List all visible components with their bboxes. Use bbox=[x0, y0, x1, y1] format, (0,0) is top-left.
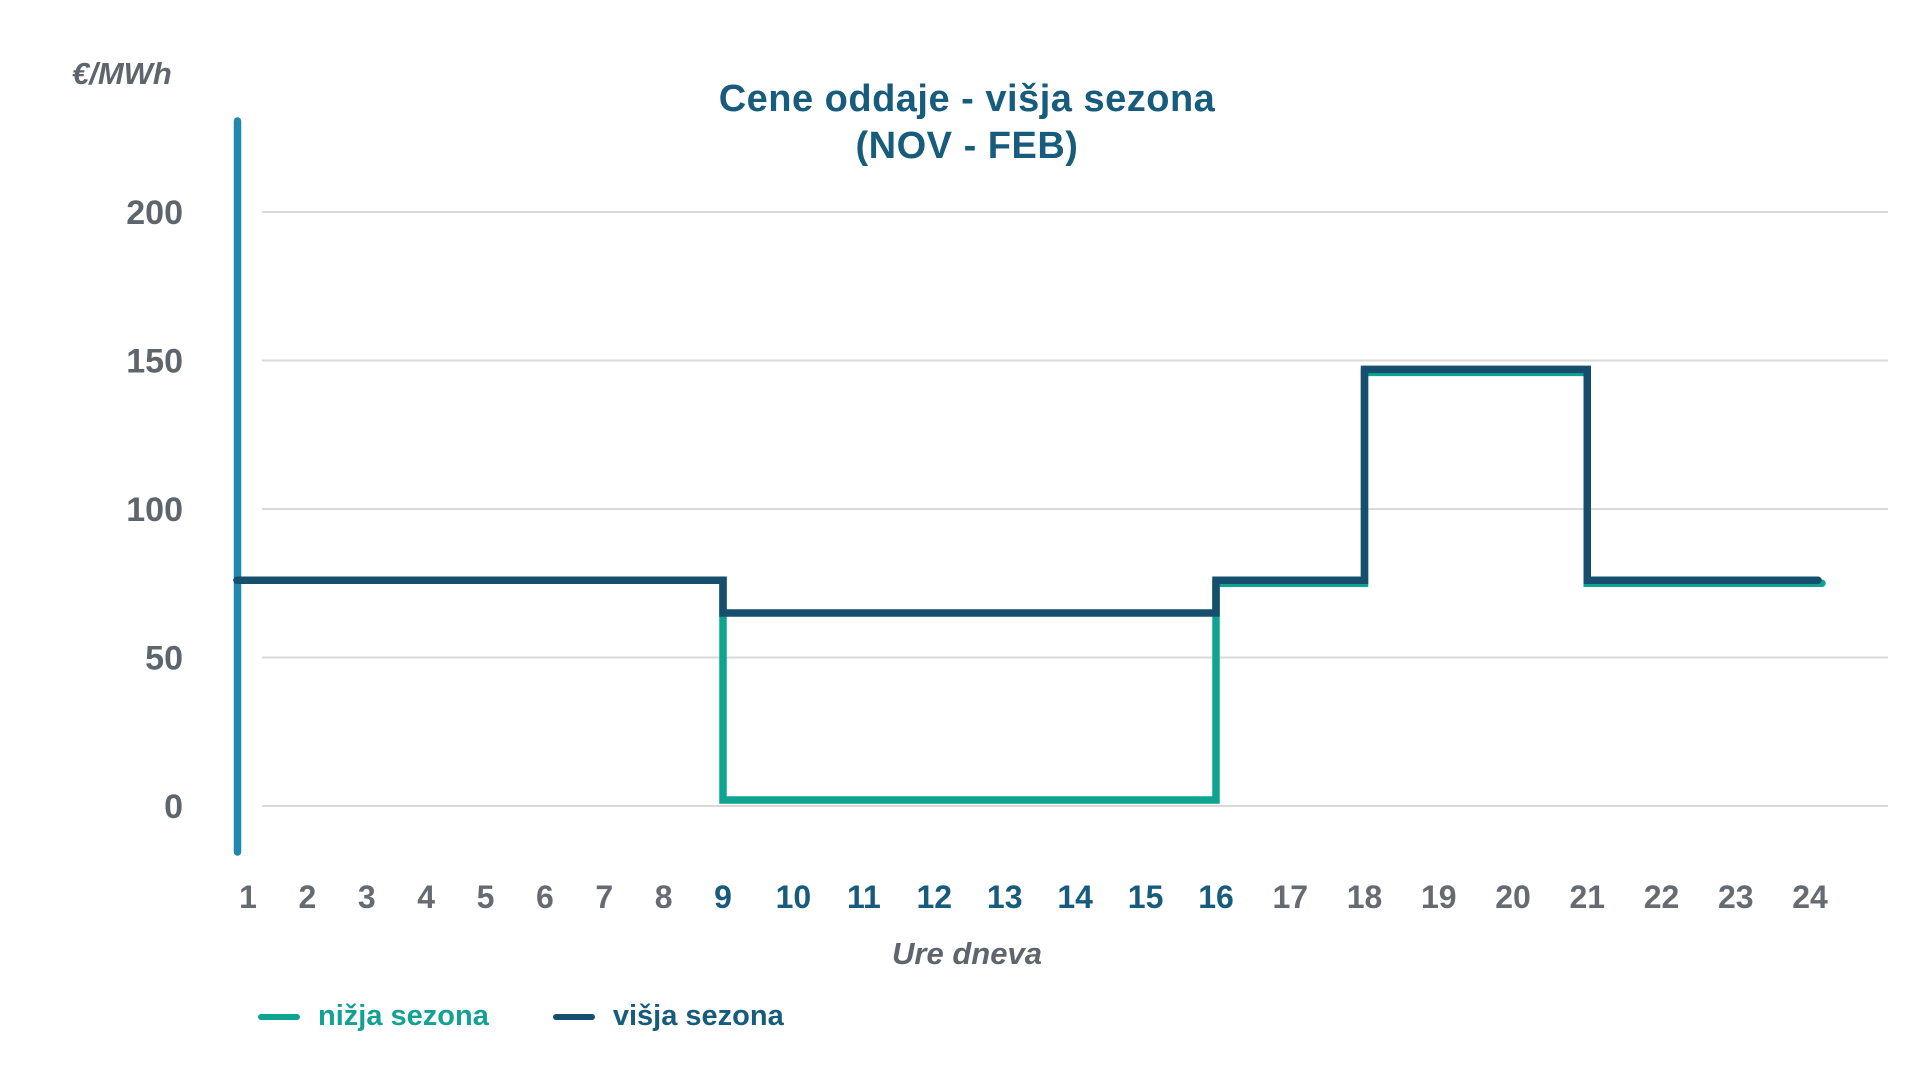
x-tick-label: 1 bbox=[239, 879, 257, 915]
legend-label: višja sezona bbox=[612, 1000, 784, 1032]
chart-title: Cene oddaje - višja sezona (NOV - FEB) bbox=[237, 76, 1697, 170]
x-tick-label: 15 bbox=[1128, 879, 1164, 915]
x-tick-label: 11 bbox=[847, 879, 881, 915]
nizja-sezona-line-swatch-icon bbox=[258, 1013, 300, 1020]
x-tick-label: 16 bbox=[1198, 879, 1234, 915]
x-axis-title: Ure dneva bbox=[892, 936, 1042, 971]
x-tick-label: 18 bbox=[1347, 879, 1383, 915]
x-tick-label: 2 bbox=[298, 879, 316, 915]
x-tick-label: 20 bbox=[1495, 879, 1531, 915]
visja-sezona-line-swatch-icon bbox=[552, 1013, 595, 1020]
x-axis-tick-labels: 1 2 3 4 5 6 7 8 9 10 11 12 13 14 15 16 17 18 19 20 21 22 23 24 bbox=[239, 879, 1828, 915]
x-tick-label: 9 bbox=[714, 879, 732, 915]
x-tick-label: 13 bbox=[987, 879, 1023, 915]
y-tick-label: 0 bbox=[164, 788, 183, 826]
y-tick-label: 100 bbox=[126, 491, 183, 529]
x-tick-label: 24 bbox=[1792, 879, 1828, 915]
legend: nižja sezona višja sezona bbox=[258, 1000, 784, 1033]
y-tick-label: 150 bbox=[126, 343, 183, 381]
x-tick-label: 21 bbox=[1569, 879, 1605, 915]
x-tick-label: 6 bbox=[536, 879, 554, 915]
x-tick-label: 19 bbox=[1421, 879, 1457, 915]
y-tick-label: 200 bbox=[126, 194, 183, 232]
x-tick-label: 23 bbox=[1718, 879, 1754, 915]
gridlines bbox=[262, 211, 1888, 807]
x-tick-label: 5 bbox=[477, 879, 495, 915]
legend-item-nizja-sezona: nižja sezona bbox=[258, 1000, 489, 1033]
x-tick-label: 12 bbox=[916, 879, 952, 915]
x-tick-label: 10 bbox=[776, 879, 812, 915]
legend-label: nižja sezona bbox=[318, 1000, 489, 1032]
y-tick-label: 50 bbox=[145, 640, 183, 678]
x-tick-label: 17 bbox=[1272, 879, 1308, 915]
legend-item-visja-sezona: višja sezona bbox=[552, 1000, 784, 1033]
chart-title-line2: (NOV - FEB) bbox=[855, 125, 1079, 167]
x-tick-label: 8 bbox=[655, 879, 673, 915]
chart-title-line1: Cene oddaje - višja sezona bbox=[718, 78, 1216, 120]
y-axis-unit-label: €/MWh bbox=[72, 56, 172, 91]
y-axis-tick-labels: 0 50 100 150 200 bbox=[126, 194, 183, 826]
x-tick-label: 14 bbox=[1057, 879, 1093, 915]
x-tick-label: 4 bbox=[417, 879, 435, 915]
x-tick-label: 3 bbox=[358, 879, 376, 915]
visja-sezona-line bbox=[233, 365, 1822, 617]
x-tick-label: 22 bbox=[1644, 879, 1680, 915]
x-tick-label: 7 bbox=[595, 879, 613, 915]
